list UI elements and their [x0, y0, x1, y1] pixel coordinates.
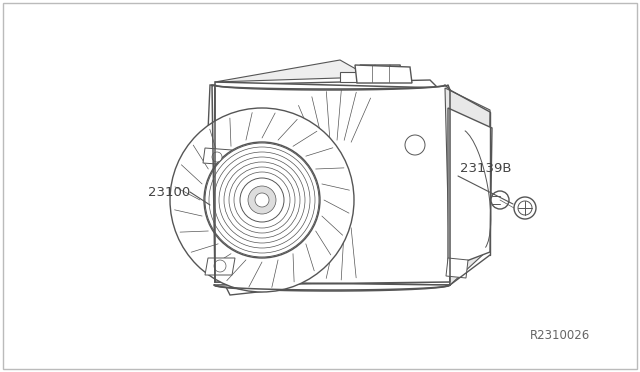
Polygon shape — [355, 65, 412, 83]
Polygon shape — [448, 108, 492, 268]
Text: 23100: 23100 — [148, 186, 190, 199]
Polygon shape — [205, 80, 460, 295]
Polygon shape — [340, 72, 370, 82]
Polygon shape — [445, 88, 490, 285]
Polygon shape — [214, 85, 450, 291]
Polygon shape — [203, 148, 232, 165]
Ellipse shape — [212, 152, 222, 162]
Ellipse shape — [170, 108, 354, 292]
Ellipse shape — [491, 191, 509, 209]
Ellipse shape — [405, 135, 425, 155]
Polygon shape — [360, 65, 405, 82]
Polygon shape — [215, 60, 370, 82]
Polygon shape — [446, 258, 468, 278]
Polygon shape — [205, 258, 235, 275]
Ellipse shape — [514, 197, 536, 219]
Text: 23139B: 23139B — [460, 161, 511, 174]
Ellipse shape — [248, 186, 276, 214]
Ellipse shape — [214, 260, 226, 272]
Text: R2310026: R2310026 — [530, 329, 590, 342]
Ellipse shape — [204, 142, 320, 258]
Polygon shape — [215, 82, 450, 285]
Ellipse shape — [240, 178, 284, 222]
Ellipse shape — [255, 193, 269, 207]
